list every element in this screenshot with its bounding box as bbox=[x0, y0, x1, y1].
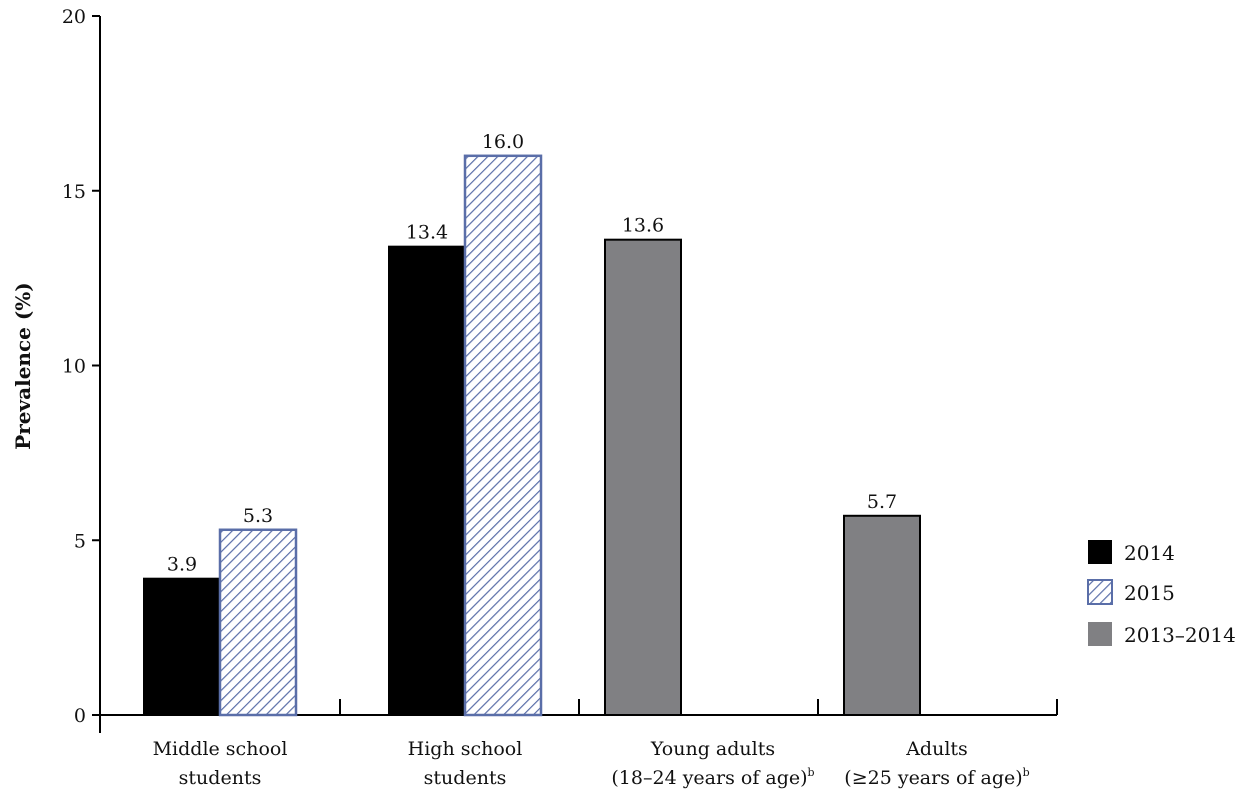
footnote-marker: b bbox=[1023, 766, 1030, 779]
bar-2013–2014-young-adults bbox=[604, 238, 682, 716]
bar-value-label: 5.3 bbox=[243, 505, 273, 527]
bar-2014-high-school bbox=[388, 245, 466, 716]
legend-label: 2013–2014 bbox=[1124, 623, 1236, 647]
legend: 2014 2015 2013–2014 bbox=[1087, 540, 1236, 647]
y-tick-label: 10 bbox=[62, 356, 86, 378]
bar-value-label: 5.7 bbox=[867, 491, 897, 513]
bar-value-label: 13.6 bbox=[622, 215, 664, 237]
y-tick-label: 5 bbox=[74, 530, 86, 552]
legend-label: 2014 bbox=[1124, 541, 1175, 565]
bar-value-label: 3.9 bbox=[167, 554, 197, 576]
y-tick-label: 15 bbox=[62, 181, 86, 203]
legend-swatch-2015 bbox=[1087, 579, 1113, 605]
y-axis-title: Prevalence (%) bbox=[11, 282, 35, 450]
x-category-label-line2: students bbox=[179, 767, 262, 789]
x-category-label-line1: Adults bbox=[905, 738, 968, 760]
x-category-label-line2: (18–24 years of age)b bbox=[611, 766, 814, 789]
bar-value-label: 13.4 bbox=[406, 222, 448, 244]
x-category-label-line2: (≥25 years of age)b bbox=[844, 766, 1029, 789]
x-category-label-line1: High school bbox=[408, 738, 523, 760]
bar-2015-high-school bbox=[463, 154, 543, 717]
legend-swatch-2014 bbox=[1088, 540, 1112, 564]
legend-label: 2015 bbox=[1124, 581, 1175, 605]
bar-2014-middle-school bbox=[143, 577, 221, 716]
footnote-marker: b bbox=[808, 766, 815, 779]
x-category-label-line1: Young adults bbox=[650, 738, 775, 760]
bar-2013–2014-adults bbox=[843, 514, 921, 716]
data-labels: 3.9 13.4 5.3 16.0 13.6 5.7 bbox=[167, 131, 897, 576]
bars bbox=[143, 154, 921, 717]
x-category-labels: Middle school students High school students… bbox=[99, 699, 1058, 789]
x-category-label-line1: Middle school bbox=[153, 738, 288, 760]
legend-swatch-2013–2014 bbox=[1088, 622, 1112, 646]
bar-2015-middle-school bbox=[218, 528, 298, 717]
bar-value-label: 16.0 bbox=[482, 131, 524, 153]
x-category-label-line2: students bbox=[424, 767, 507, 789]
y-tick-label: 20 bbox=[62, 6, 86, 28]
y-ticks: 0 5 10 15 20 bbox=[62, 6, 100, 727]
y-tick-label: 0 bbox=[74, 705, 86, 727]
